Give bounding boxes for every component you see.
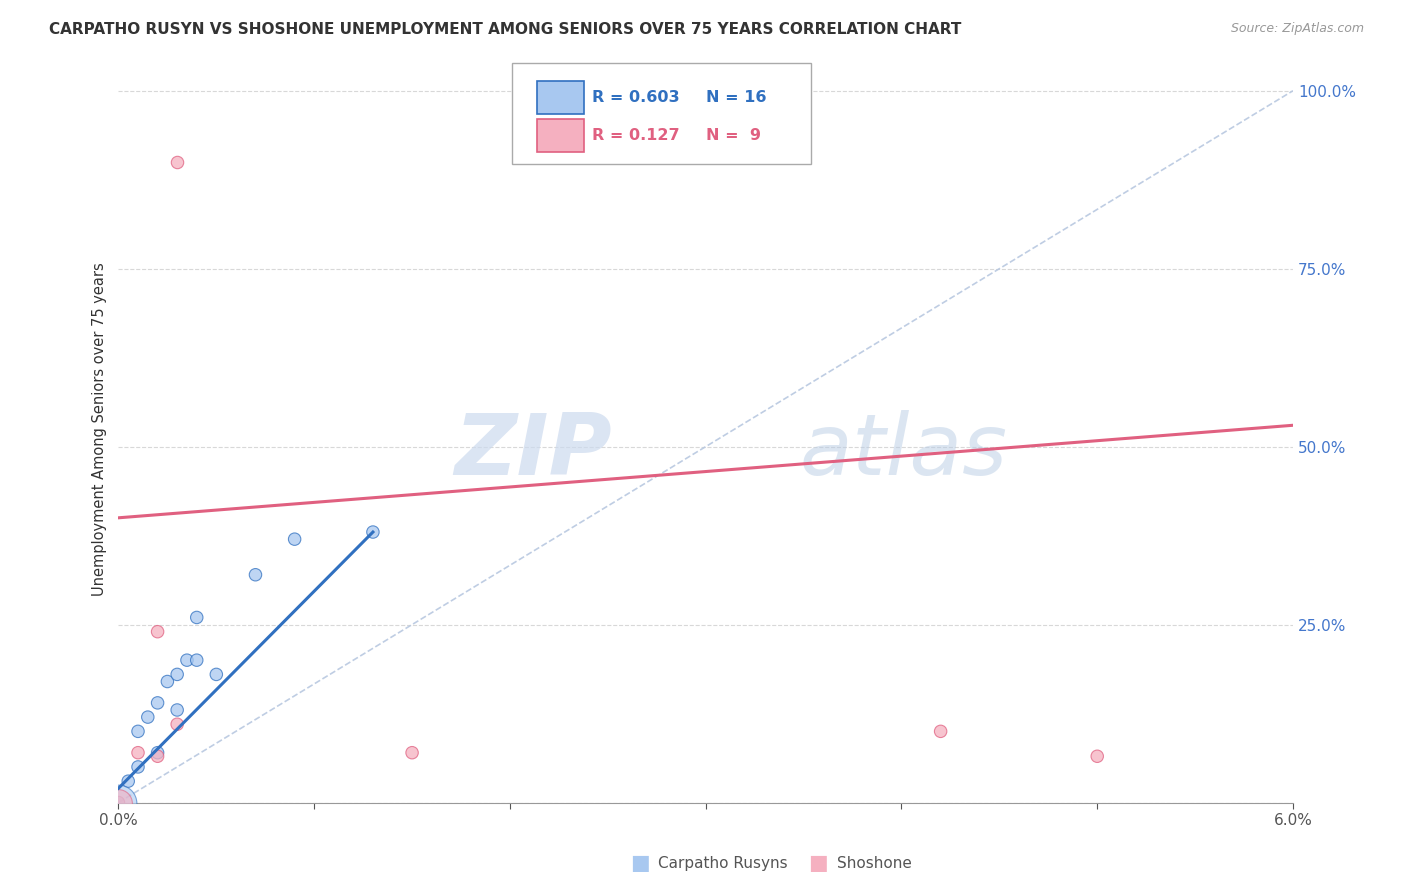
Point: [186, 653, 208, 667]
Point: [156, 674, 179, 689]
FancyBboxPatch shape: [512, 62, 811, 163]
Point: [146, 624, 169, 639]
Point: [146, 746, 169, 760]
Point: [284, 532, 307, 546]
Text: Shoshone: Shoshone: [837, 856, 911, 871]
Point: [245, 567, 267, 582]
Text: R = 0.127: R = 0.127: [592, 128, 679, 143]
Point: [205, 667, 228, 681]
FancyBboxPatch shape: [537, 81, 583, 114]
Text: N =  9: N = 9: [706, 128, 761, 143]
Text: ZIP: ZIP: [454, 409, 612, 492]
Point: [127, 746, 149, 760]
Point: [107, 796, 129, 810]
Point: [166, 717, 188, 731]
Point: [176, 653, 198, 667]
Point: [401, 746, 423, 760]
Point: [186, 610, 208, 624]
Point: [166, 155, 188, 169]
Point: [107, 796, 129, 810]
Point: [166, 703, 188, 717]
Point: [146, 749, 169, 764]
Point: [146, 696, 169, 710]
Text: Carpatho Rusyns: Carpatho Rusyns: [658, 856, 787, 871]
Text: ■: ■: [630, 854, 650, 873]
Point: [1085, 749, 1108, 764]
Point: [136, 710, 159, 724]
Point: [127, 760, 149, 774]
Point: [127, 724, 149, 739]
Point: [107, 796, 129, 810]
FancyBboxPatch shape: [537, 119, 583, 152]
Text: R = 0.603: R = 0.603: [592, 90, 679, 105]
Text: N = 16: N = 16: [706, 90, 766, 105]
Point: [361, 524, 384, 539]
Text: CARPATHO RUSYN VS SHOSHONE UNEMPLOYMENT AMONG SENIORS OVER 75 YEARS CORRELATION : CARPATHO RUSYN VS SHOSHONE UNEMPLOYMENT …: [49, 22, 962, 37]
Text: ■: ■: [808, 854, 828, 873]
Point: [166, 667, 188, 681]
Y-axis label: Unemployment Among Seniors over 75 years: Unemployment Among Seniors over 75 years: [93, 262, 107, 596]
Point: [929, 724, 952, 739]
Text: atlas: atlas: [800, 409, 1008, 492]
Text: Source: ZipAtlas.com: Source: ZipAtlas.com: [1230, 22, 1364, 36]
Point: [117, 774, 139, 789]
